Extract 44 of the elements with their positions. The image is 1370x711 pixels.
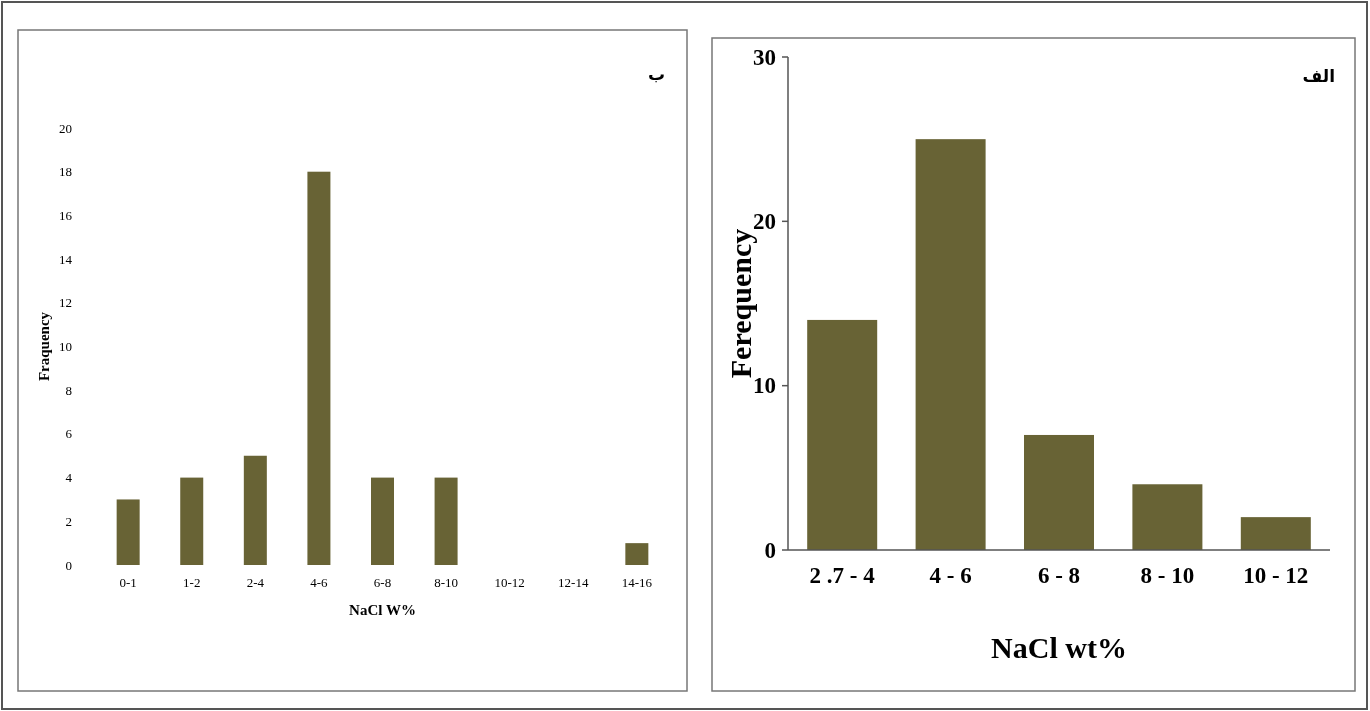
bar: [807, 319, 878, 550]
bar: [371, 477, 394, 565]
x-tick-label: 10-12: [494, 575, 525, 590]
y-tick-label: 20: [59, 120, 72, 136]
x-tick-label: 12-14: [558, 575, 589, 590]
bar: [625, 543, 649, 565]
y-tick-label: 10: [59, 339, 72, 354]
x-axis-title: NaCl W%: [349, 602, 416, 618]
y-tick-label: 14: [59, 251, 73, 267]
x-tick-label: 2-4: [246, 575, 265, 590]
x-tick-label: 14-16: [621, 575, 653, 590]
bar: [1024, 434, 1094, 550]
y-tick-label: 2: [65, 513, 72, 529]
bar: [915, 139, 986, 550]
x-tick-label: 8-10: [434, 575, 459, 590]
y-tick-label: 4: [65, 470, 73, 486]
bar: [116, 499, 140, 565]
y-tick-label: 0: [764, 537, 776, 563]
x-tick-label: 8 - 10: [1140, 563, 1195, 588]
bar: [307, 171, 331, 565]
bar: [1240, 517, 1311, 550]
x-tick-label: 6 - 8: [1037, 563, 1081, 588]
y-axis-title: Fraquency: [36, 311, 52, 382]
y-tick-label: 30: [753, 44, 776, 70]
x-tick-label: 1-2: [183, 575, 201, 590]
y-tick-label: 18: [59, 164, 72, 180]
x-tick-label: 6-8: [373, 575, 392, 590]
y-tick-label: 6: [65, 426, 73, 442]
x-tick-label: 0-1: [119, 575, 137, 590]
text: الف: [1302, 66, 1335, 86]
x-tick-label: 4 - 6: [929, 563, 972, 588]
bar: [434, 477, 458, 565]
bar: [1132, 484, 1203, 550]
x-axis-title: NaCl wt%: [991, 631, 1127, 664]
y-tick-label: 12: [59, 295, 72, 311]
y-tick-label: 16: [59, 207, 73, 223]
x-tick-label: 4-6: [310, 575, 329, 590]
x-tick-label: 10 - 12: [1243, 563, 1309, 588]
x-tick-label: 2 .7 - 4: [809, 563, 876, 588]
y-tick-label: 8: [65, 382, 72, 398]
y-tick-label: 0: [65, 557, 72, 573]
bar: [243, 455, 267, 565]
chart-title: ب: [647, 64, 665, 84]
bar: [180, 477, 204, 565]
